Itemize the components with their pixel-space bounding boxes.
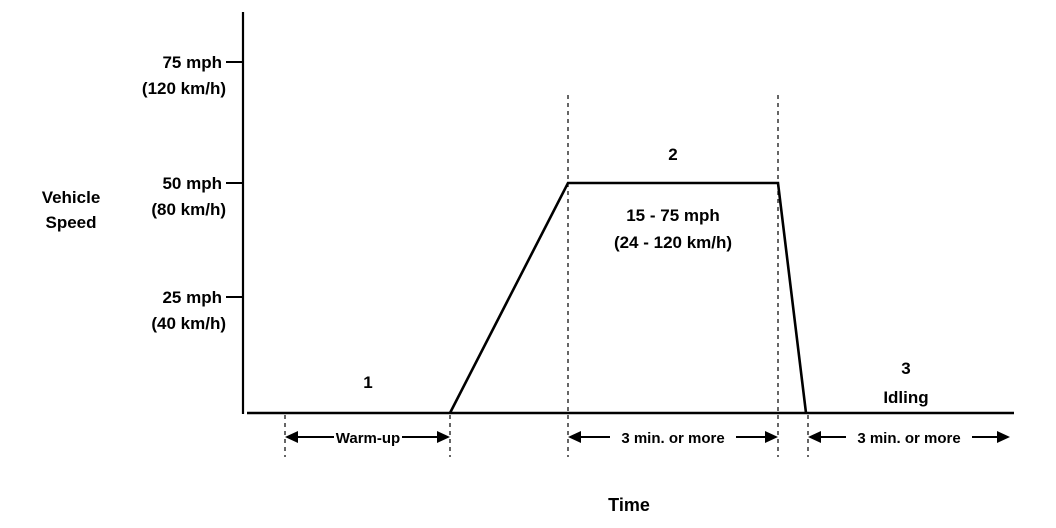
y-tick-label-75mph: 75 mph (162, 53, 222, 72)
phase-2-number: 2 (668, 145, 677, 164)
arrowhead-right-icon (765, 431, 778, 443)
y-tick-label-25mph: 25 mph (162, 288, 222, 307)
y-tick-label-120kmh: (120 km/h) (142, 79, 226, 98)
arrowhead-left-icon (285, 431, 298, 443)
phase-2-speed-range-line1: 15 - 75 mph (626, 206, 720, 225)
phase-2-speed-range-line2: (24 - 120 km/h) (614, 233, 732, 252)
arrowhead-right-icon (437, 431, 450, 443)
y-axis-title-line1: Vehicle (42, 188, 101, 207)
span-label-warmup: Warm-up (336, 430, 400, 447)
phase-1-number: 1 (363, 373, 372, 392)
y-tick-label-50mph: 50 mph (162, 174, 222, 193)
arrowhead-left-icon (568, 431, 581, 443)
span-label-3min-2: 3 min. or more (857, 430, 960, 447)
y-tick-label-80kmh: (80 km/h) (151, 200, 226, 219)
span-label-3min-1: 3 min. or more (621, 430, 724, 447)
speed-trace (448, 181, 808, 414)
phase-3-number: 3 (901, 359, 910, 378)
x-axis-title: Time (608, 495, 650, 515)
arrowhead-left-icon (808, 431, 821, 443)
phase-3-idling-label: Idling (883, 388, 928, 407)
arrowhead-right-icon (997, 431, 1010, 443)
y-axis-title-line2: Speed (45, 213, 96, 232)
y-tick-label-40kmh: (40 km/h) (151, 314, 226, 333)
